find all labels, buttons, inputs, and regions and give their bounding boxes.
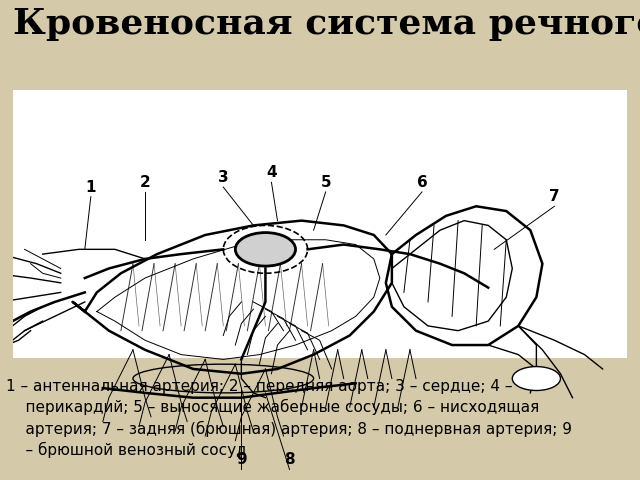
FancyBboxPatch shape	[13, 90, 627, 359]
Text: 9: 9	[236, 452, 246, 468]
Text: 1 – антеннальная артерия; 2 – передняя аорта; 3 – сердце; 4 –
    перикардий; 5 : 1 – антеннальная артерия; 2 – передняя а…	[6, 379, 572, 458]
Text: 6: 6	[417, 175, 428, 190]
Text: 4: 4	[266, 165, 276, 180]
Text: 3: 3	[218, 170, 228, 185]
Text: 8: 8	[284, 452, 295, 468]
Ellipse shape	[236, 233, 296, 266]
Text: 2: 2	[140, 175, 150, 190]
Text: 5: 5	[321, 175, 331, 190]
Text: 7: 7	[549, 189, 560, 204]
Text: Кровеносная система речного рака: Кровеносная система речного рака	[13, 8, 640, 41]
Ellipse shape	[512, 367, 561, 391]
Text: 1: 1	[86, 180, 96, 194]
